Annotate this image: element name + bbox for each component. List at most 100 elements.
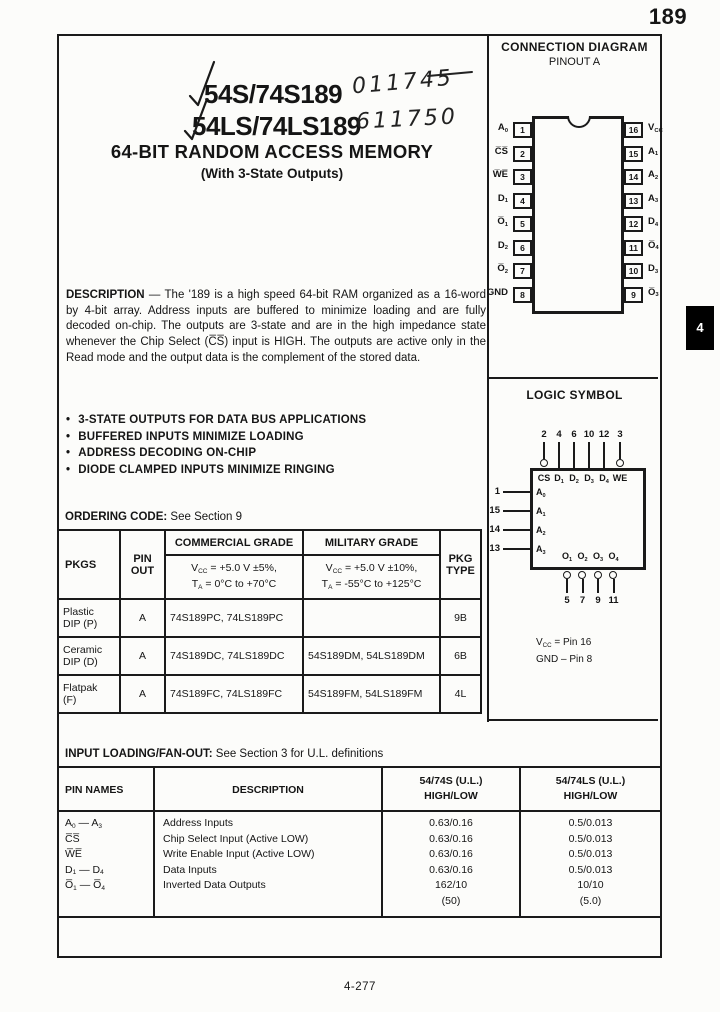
part-number-1: 54S/74S189 <box>204 79 343 109</box>
ls-top-pin-label: WE <box>612 473 628 483</box>
dip-pin-number: 16 <box>624 122 643 138</box>
dip-pin-label: D2 <box>497 239 508 252</box>
ls-bottom-pin-label: O2 <box>577 551 588 563</box>
ordering-cell-military: 54S189FM, 54LS189FM <box>302 674 441 714</box>
ordering-cell-type: 9B <box>439 598 482 638</box>
ls-bubble-icon <box>562 571 571 579</box>
dip-pin-label: A2 <box>648 169 659 181</box>
ordering-col-pkgs: PKGS <box>57 529 121 600</box>
ordering-cell-military <box>302 598 441 638</box>
dip-pin-label: C̅S̅ <box>494 145 508 157</box>
ordering-table: PKGS PIN OUT COMMERCIAL GRADE MILITARY G… <box>57 529 482 714</box>
il-col-ls: 0.5/0.013 0.5/0.013 0.5/0.013 0.5/0.013 10/1… <box>521 812 660 916</box>
dip-pin-label: VCC <box>648 122 663 134</box>
il-cell-s: 0.63/0.16 <box>429 863 473 876</box>
ls-bottom-pin-label: O4 <box>608 551 619 563</box>
ls-top-pin-number: 2 <box>541 429 547 440</box>
dip-pin-number: 5 <box>513 216 532 232</box>
features-list: • 3-STATE OUTPUTS FOR DATA BUS APPLICATIO… <box>66 414 486 480</box>
il-cell-ls: 0.5/0.013 <box>568 863 613 876</box>
input-loading-heading: INPUT LOADING/FAN-OUT: See Section 3 for… <box>65 748 383 760</box>
page-number: 4-277 <box>344 981 376 993</box>
il-cell-desc: Data Inputs <box>163 863 217 876</box>
ls-bottom-pin-line <box>612 579 615 593</box>
logic-note-gnd: GND – Pin 8 <box>536 654 593 665</box>
ls-left-pin-line <box>503 510 530 512</box>
ordering-heading: ORDERING CODE: See Section 9 <box>65 511 242 523</box>
ls-left-pin-label: A1 <box>536 506 546 518</box>
feature-item: • DIODE CLAMPED INPUTS MINIMIZE RINGING <box>66 463 335 476</box>
il-column-54-74s: 54/74S (U.L.) HIGH/LOW 0.63/0.16 0.63/0.1… <box>383 768 521 916</box>
dip-pin-label: D1 <box>497 192 508 205</box>
dip-pin-number: 1 <box>513 122 532 138</box>
dip-pin-number: 4 <box>513 192 532 209</box>
ordering-col-commercial: COMMERCIAL GRADE <box>164 529 304 556</box>
ls-bubble-icon <box>593 571 602 579</box>
ordering-cell-commercial: 74S189FC, 74LS189FC <box>164 674 304 714</box>
ls-top-pin-number: 3 <box>617 429 623 440</box>
ordering-cell-pkg: Ceramic DIP (D) <box>57 636 121 676</box>
ls-top-pin-label: D2 <box>569 473 579 485</box>
connection-diagram-title: CONNECTION DIAGRAM <box>501 40 648 54</box>
ls-bubble-icon <box>615 459 624 467</box>
description-paragraph: DESCRIPTION — The '189 is a high speed 6… <box>66 288 486 367</box>
description-label: DESCRIPTION <box>66 289 145 301</box>
il-cell-s: 0.63/0.16 <box>429 817 473 829</box>
il-header-54-74s: 54/74S (U.L.) HIGH/LOW <box>383 768 519 812</box>
feature-item: • ADDRESS DECODING ON-CHIP <box>66 447 257 459</box>
ls-top-pin-number: 6 <box>571 429 577 440</box>
ls-bubble-icon <box>539 459 548 467</box>
ls-left-pin-number: 1 <box>494 486 500 497</box>
dip-pin-number: 7 <box>513 263 532 279</box>
ordering-cell-commercial: 74S189DC, 74LS189DC <box>164 636 304 676</box>
ls-bubble-icon <box>609 571 617 579</box>
ls-bottom-pin-number: 5 <box>564 595 570 606</box>
il-cell-ls: (5.0) <box>579 894 602 907</box>
ordering-cell-type: 4L <box>439 674 482 714</box>
ls-top-pin-line <box>619 442 621 459</box>
il-cell-desc <box>155 894 381 910</box>
description-text: — The '189 is a high speed 64-bit RAM or… <box>66 289 486 364</box>
ls-top-pin-line <box>558 442 560 468</box>
dip-pin-number: 2 <box>513 145 532 162</box>
ordering-row: Flatpak (F) A 74S189FC, 74LS189FC 54S189FM,… <box>57 674 482 714</box>
ls-bottom-pin-line <box>581 579 584 593</box>
ls-bottom-pin-label: O1 <box>561 551 573 563</box>
ls-top-pin-label: CS <box>537 473 551 483</box>
il-column-description: DESCRIPTION Address Inputs Chip Select In… <box>155 768 383 916</box>
il-cell-pin: O̅1 — O̅4 <box>65 879 105 892</box>
ordering-col-military: MILITARY GRADE <box>302 529 441 556</box>
dip-pin-number: 15 <box>624 145 643 162</box>
dip-pin-label: A1 <box>648 145 659 158</box>
dip-pin-label: A0 <box>497 122 508 134</box>
ls-top-pin-line <box>573 442 575 468</box>
il-header-description: DESCRIPTION <box>155 768 381 812</box>
il-header-54-74ls: 54/74LS (U.L.) HIGH/LOW <box>521 768 660 812</box>
il-cell-ls: 0.5/0.013 <box>568 817 613 829</box>
ls-bottom-pin-number: 7 <box>579 595 586 606</box>
panel-divider-top <box>489 377 658 379</box>
ls-bottom-pin-label: O3 <box>592 551 604 563</box>
ls-bottom-pin-number: 11 <box>608 595 619 606</box>
il-cell-s: 162/10 <box>434 879 468 891</box>
il-cell-desc: Write Enable Input (Active LOW) <box>163 848 315 860</box>
ls-left-pin-number: 13 <box>489 543 500 554</box>
dip-pin-label: O̅2 <box>497 263 508 275</box>
page-subtitle: (With 3-State Outputs) <box>200 166 344 181</box>
dip-pin-number: 6 <box>513 239 532 256</box>
ls-top-pin-label: D3 <box>584 473 594 485</box>
ls-top-pin-line <box>543 442 545 459</box>
ordering-cell-type: 6B <box>439 636 482 676</box>
ls-bottom-pin-line <box>566 579 568 593</box>
panel-divider-vertical <box>487 34 489 722</box>
ordering-cell-commercial: 74S189PC, 74LS189PC <box>164 598 304 638</box>
ordering-cell-pinout: A <box>119 636 166 676</box>
dip-package-body <box>532 116 624 314</box>
input-loading-heading-note: See Section 3 for U.L. definitions <box>212 748 384 760</box>
il-col-desc: Address Inputs Chip Select Input (Active … <box>155 812 381 916</box>
il-cell-pin: W̅E̅ <box>65 848 82 860</box>
il-cell-pin <box>59 894 153 910</box>
ordering-col-pkgtype: PKG TYPE <box>439 529 482 600</box>
il-col-s: 0.63/0.16 0.63/0.16 0.63/0.16 0.63/0.16 162/… <box>383 812 519 916</box>
